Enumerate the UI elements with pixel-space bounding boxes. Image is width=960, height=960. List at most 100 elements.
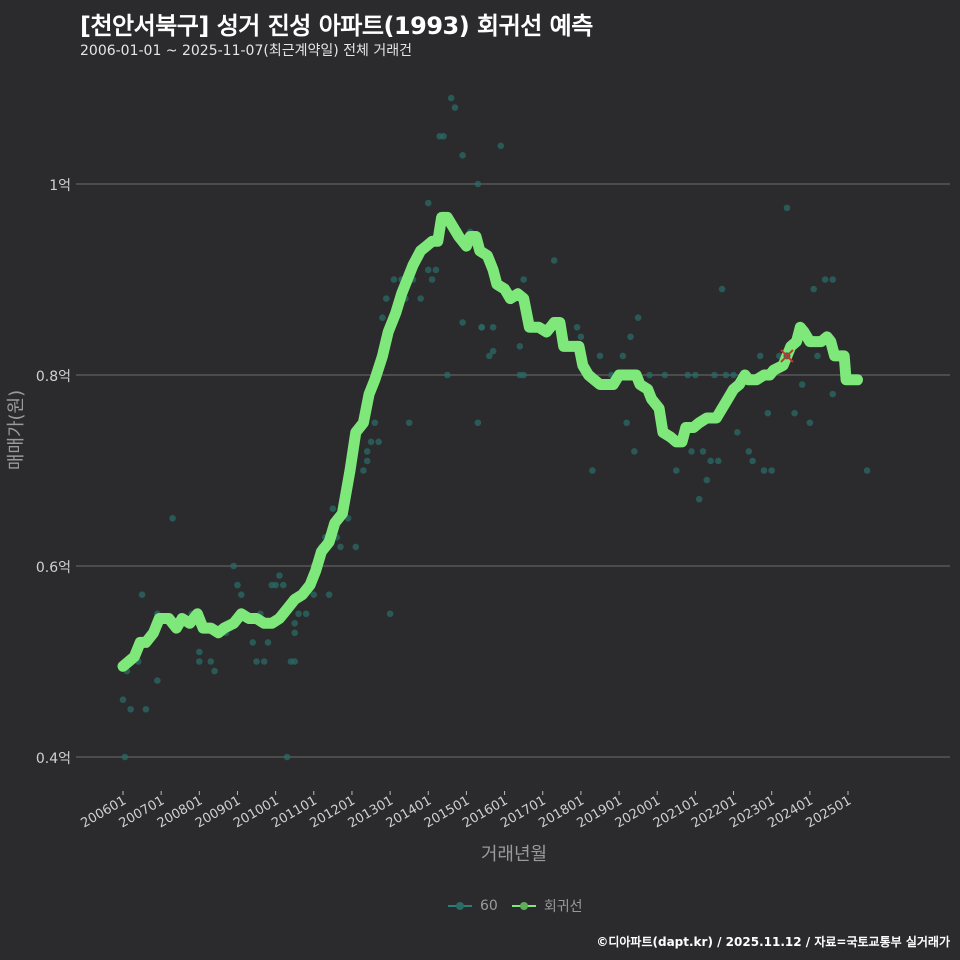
data-point [707,457,714,465]
data-point [230,562,237,570]
data-point [573,323,581,331]
legend-label: 60 [480,898,498,914]
data-point [310,591,318,598]
data-point [119,696,127,703]
data-point [272,581,279,589]
data-point [829,390,837,398]
data-point [138,591,146,598]
data-point [688,448,695,455]
data-point [474,419,482,427]
y-tick-label: 1억 [49,178,71,194]
data-point [596,352,604,360]
data-point [806,419,814,427]
data-point [363,457,371,465]
data-point [375,438,382,446]
y-axis-title: 매매가(원) [6,390,27,470]
data-point [718,285,726,293]
data-point [264,639,272,646]
data-point [623,419,630,427]
data-point [291,658,299,665]
legend-item-regression[interactable]: 회귀선 [511,896,583,916]
data-point [234,581,241,589]
y-tick-label: 0.6억 [36,560,71,576]
data-point [829,276,837,283]
data-point [814,352,821,360]
data-point [711,371,718,379]
data-point [497,142,505,150]
data-point [798,381,806,388]
data-point [444,371,451,379]
chart-title: [천안서북구] 성거 진성 아파트(1993) 회귀선 예측 [80,12,593,40]
data-point [699,448,707,455]
data-point [276,572,283,579]
data-point [382,295,390,302]
data-point [722,371,730,379]
data-point [768,467,775,474]
data-point [661,371,669,379]
data-point [352,543,360,551]
chart-legend: 60 회귀선 [448,896,588,916]
data-point [520,371,527,379]
data-point [405,419,413,427]
data-point [619,352,627,360]
data-point [459,152,466,159]
data-point [127,705,134,713]
data-point [863,467,871,474]
data-point [196,648,203,656]
legend-key-icon [448,900,472,912]
data-point [371,419,379,427]
data-point [692,371,699,379]
data-point [749,457,756,465]
data-point [325,591,333,598]
data-point [631,448,638,455]
scatter-points-60 [119,94,871,761]
data-point [634,314,642,322]
data-point [337,543,344,551]
legend-item-60[interactable]: 60 [448,898,498,914]
data-point [474,180,482,188]
data-point [646,371,653,379]
data-point [295,610,302,618]
data-point [791,409,798,417]
data-point [486,352,493,360]
data-point [291,629,299,637]
data-point [424,266,432,274]
data-point [730,371,737,379]
prediction-marker-x-icon [780,349,794,363]
data-point [478,323,485,331]
data-point [734,429,741,436]
data-point [302,610,310,618]
legend-label: 회귀선 [543,899,583,915]
data-point [249,639,257,646]
data-point [760,467,768,474]
data-point [169,514,176,522]
data-point [695,495,703,503]
data-point [764,409,772,417]
data-point [428,276,436,283]
data-point [260,658,268,665]
data-point [810,285,817,293]
data-point [577,333,585,341]
grid-lines [76,183,950,758]
data-point [672,467,680,474]
data-point [459,319,466,326]
data-point [279,581,287,589]
data-point [783,204,791,212]
chart-subtitle: 2006-01-01 ~ 2025-11-07(최근계약일) 전체 거래건 [80,43,412,59]
data-point [291,620,299,627]
data-point [589,467,596,474]
data-point [440,132,447,140]
data-point [432,266,440,274]
data-point [211,667,218,675]
y-axis-ticks: 1억 0.8억 0.6억 0.4억 [36,178,71,767]
data-point [154,677,161,684]
regression-line [117,211,863,672]
data-point [489,347,497,355]
data-point [451,104,459,111]
data-point [329,505,337,512]
data-point [447,94,455,102]
footer-credit: ©디아파트(dapt.kr) / 2025.11.12 / 자료=국토교통부 실… [596,935,950,949]
y-tick-label: 0.4억 [36,751,71,767]
data-point [756,352,764,360]
x-axis-title: 거래년월 [481,844,547,865]
